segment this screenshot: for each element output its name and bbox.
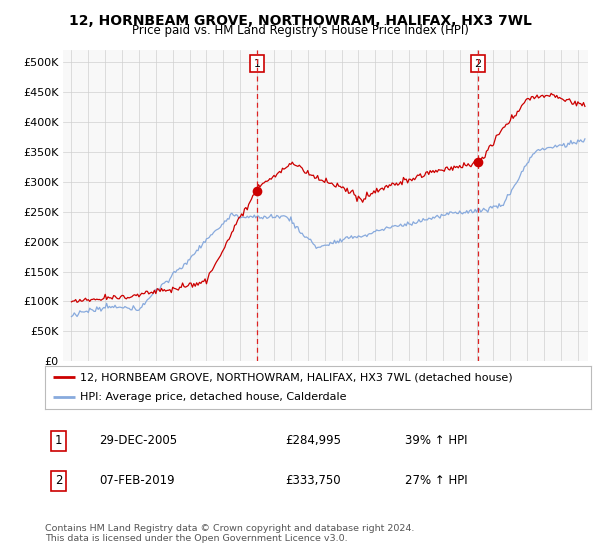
Text: 39% ↑ HPI: 39% ↑ HPI (406, 434, 468, 447)
Text: 1: 1 (55, 434, 62, 447)
Text: 1: 1 (253, 59, 260, 68)
Text: HPI: Average price, detached house, Calderdale: HPI: Average price, detached house, Cald… (80, 392, 347, 402)
Text: £333,750: £333,750 (285, 474, 341, 487)
Text: £284,995: £284,995 (285, 434, 341, 447)
Text: 29-DEC-2005: 29-DEC-2005 (100, 434, 178, 447)
Text: Contains HM Land Registry data © Crown copyright and database right 2024.
This d: Contains HM Land Registry data © Crown c… (45, 524, 415, 543)
Text: 2: 2 (55, 474, 62, 487)
Text: 2: 2 (475, 59, 482, 68)
Text: 12, HORNBEAM GROVE, NORTHOWRAM, HALIFAX, HX3 7WL (detached house): 12, HORNBEAM GROVE, NORTHOWRAM, HALIFAX,… (80, 372, 513, 382)
Text: 07-FEB-2019: 07-FEB-2019 (100, 474, 175, 487)
Text: 12, HORNBEAM GROVE, NORTHOWRAM, HALIFAX, HX3 7WL: 12, HORNBEAM GROVE, NORTHOWRAM, HALIFAX,… (68, 14, 532, 28)
Text: 27% ↑ HPI: 27% ↑ HPI (406, 474, 468, 487)
Text: Price paid vs. HM Land Registry's House Price Index (HPI): Price paid vs. HM Land Registry's House … (131, 24, 469, 37)
